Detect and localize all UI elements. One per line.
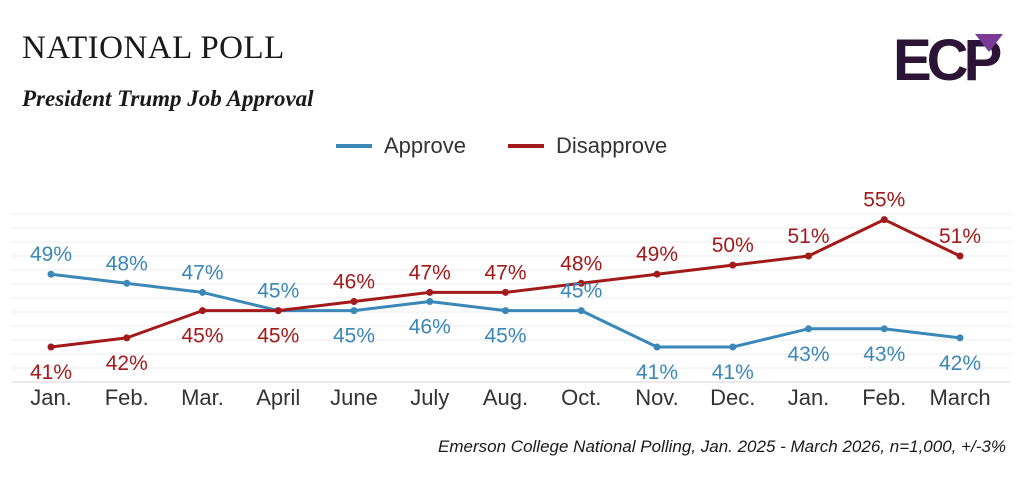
approve-data-label: 42% bbox=[939, 352, 981, 375]
disapprove-data-label: 51% bbox=[787, 225, 829, 248]
x-tick-label: April bbox=[256, 385, 300, 410]
legend-label-disapprove: Disapprove bbox=[556, 133, 667, 158]
approve-point bbox=[880, 325, 888, 333]
x-tick-label: March bbox=[929, 385, 990, 410]
x-tick-label: Jan. bbox=[788, 385, 830, 410]
approve-data-label: 45% bbox=[484, 325, 526, 348]
disapprove-data-label: 48% bbox=[560, 252, 602, 275]
approve-point bbox=[199, 288, 206, 296]
chart-subtitle: President Trump Job Approval bbox=[22, 86, 314, 111]
page-title: NATIONAL POLL bbox=[22, 30, 285, 66]
disapprove-point bbox=[653, 270, 661, 278]
approve-point bbox=[123, 279, 131, 287]
disapprove-point bbox=[199, 307, 206, 315]
approve-point bbox=[956, 334, 964, 342]
x-tick-label: Mar. bbox=[181, 385, 224, 410]
disapprove-point bbox=[880, 216, 888, 224]
approve-point bbox=[577, 307, 585, 315]
disapprove-data-label: 47% bbox=[409, 261, 451, 284]
approve-data-label: 45% bbox=[560, 280, 602, 303]
x-tick-label: Dec. bbox=[710, 385, 755, 410]
approve-data-label: 45% bbox=[257, 280, 299, 303]
approve-point bbox=[502, 307, 509, 315]
source-note: Emerson College National Polling, Jan. 2… bbox=[438, 437, 1006, 456]
approve-point bbox=[805, 325, 812, 333]
approve-data-label: 49% bbox=[30, 243, 72, 266]
approve-data-label: 43% bbox=[863, 343, 905, 366]
disapprove-data-label: 42% bbox=[106, 352, 148, 375]
disapprove-data-label: 49% bbox=[636, 243, 678, 266]
x-tick-label: Feb. bbox=[105, 385, 149, 410]
disapprove-data-label: 51% bbox=[939, 225, 981, 248]
disapprove-data-label: 45% bbox=[257, 325, 299, 348]
disapprove-data-label: 47% bbox=[484, 261, 526, 284]
disapprove-point bbox=[426, 288, 434, 296]
x-tick-label: Oct. bbox=[561, 385, 601, 410]
approve-data-label: 45% bbox=[333, 325, 375, 348]
disapprove-point bbox=[956, 252, 964, 260]
approve-data-label: 41% bbox=[636, 361, 678, 384]
disapprove-data-label: 45% bbox=[181, 325, 223, 348]
approve-data-label: 48% bbox=[106, 252, 148, 275]
disapprove-point bbox=[577, 279, 585, 287]
disapprove-data-label: 46% bbox=[333, 271, 375, 294]
disapprove-point bbox=[47, 343, 55, 351]
x-tick-label: June bbox=[330, 385, 378, 410]
x-tick-label: Feb. bbox=[862, 385, 906, 410]
disapprove-data-label: 55% bbox=[863, 189, 905, 212]
disapprove-point bbox=[502, 288, 509, 296]
legend-label-approve: Approve bbox=[384, 133, 466, 158]
disapprove-point bbox=[123, 334, 131, 342]
approve-data-label: 47% bbox=[181, 261, 223, 284]
approve-point bbox=[47, 270, 55, 278]
disapprove-point bbox=[274, 307, 282, 315]
emerson-college-polling-logo: ECP bbox=[893, 30, 1005, 84]
x-tick-label: Aug. bbox=[483, 385, 528, 410]
approve-point bbox=[729, 343, 737, 351]
approve-data-label: 41% bbox=[712, 361, 754, 384]
approve-point bbox=[350, 307, 358, 315]
disapprove-data-label: 41% bbox=[30, 361, 72, 384]
disapprove-point bbox=[729, 261, 737, 269]
approve-point bbox=[653, 343, 661, 351]
x-tick-label: July bbox=[410, 385, 449, 410]
disapprove-data-label: 50% bbox=[712, 234, 754, 257]
approve-data-label: 46% bbox=[409, 316, 451, 339]
x-tick-label: Nov. bbox=[635, 385, 679, 410]
disapprove-point bbox=[350, 298, 358, 305]
approve-data-label: 43% bbox=[787, 343, 829, 366]
x-tick-label: Jan. bbox=[30, 385, 72, 410]
disapprove-point bbox=[805, 252, 812, 260]
approve-point bbox=[426, 298, 434, 305]
